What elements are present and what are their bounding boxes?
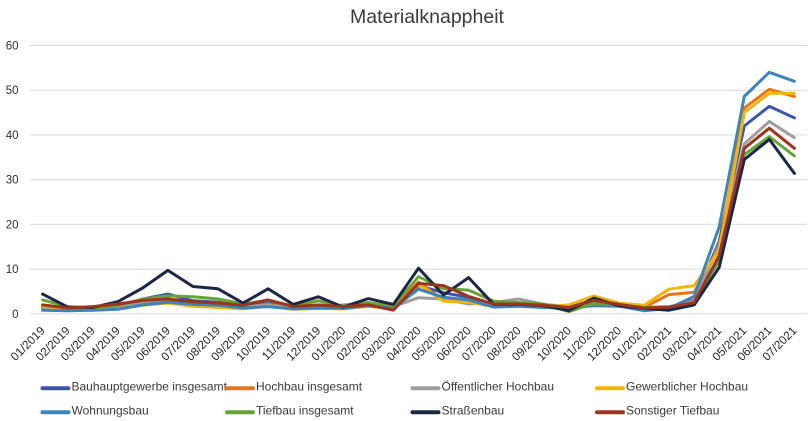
svg-text:10: 10 xyxy=(6,264,19,276)
svg-text:40: 40 xyxy=(6,130,19,142)
svg-text:60: 60 xyxy=(6,41,19,53)
svg-text:Hochbau insgesamt: Hochbau insgesamt xyxy=(256,380,363,394)
svg-text:Sonstiger Tiefbau: Sonstiger Tiefbau xyxy=(626,404,719,418)
svg-text:50: 50 xyxy=(6,85,19,97)
svg-text:Gewerblicher Hochbau: Gewerblicher Hochbau xyxy=(626,380,748,394)
svg-text:Straßenbau: Straßenbau xyxy=(442,404,505,418)
svg-text:Tiefbau insgesamt: Tiefbau insgesamt xyxy=(256,404,354,418)
svg-text:Bauhauptgewerbe insgesamt: Bauhauptgewerbe insgesamt xyxy=(72,380,228,394)
svg-text:Wohnungsbau: Wohnungsbau xyxy=(72,404,149,418)
svg-text:0: 0 xyxy=(12,309,18,321)
svg-text:Materialknappheit: Materialknappheit xyxy=(350,6,505,28)
svg-text:20: 20 xyxy=(6,219,19,231)
svg-text:Öffentlicher Hochbau: Öffentlicher Hochbau xyxy=(442,380,555,394)
svg-text:30: 30 xyxy=(6,175,19,187)
